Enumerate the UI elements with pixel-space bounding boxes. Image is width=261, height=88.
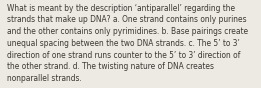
Text: direction of one strand runs counter to the 5’ to 3’ direction of: direction of one strand runs counter to … (7, 51, 240, 60)
Text: strands that make up DNA? a. One strand contains only purines: strands that make up DNA? a. One strand … (7, 15, 246, 24)
Text: nonparallel strands.: nonparallel strands. (7, 74, 81, 83)
Text: and the other contains only pyrimidines. b. Base pairings create: and the other contains only pyrimidines.… (7, 27, 248, 36)
Text: unequal spacing between the two DNA strands. c. The 5’ to 3’: unequal spacing between the two DNA stra… (7, 39, 239, 48)
Text: What is meant by the description ‘antiparallel’ regarding the: What is meant by the description ‘antipa… (7, 4, 235, 12)
Text: the other strand. d. The twisting nature of DNA creates: the other strand. d. The twisting nature… (7, 62, 213, 71)
